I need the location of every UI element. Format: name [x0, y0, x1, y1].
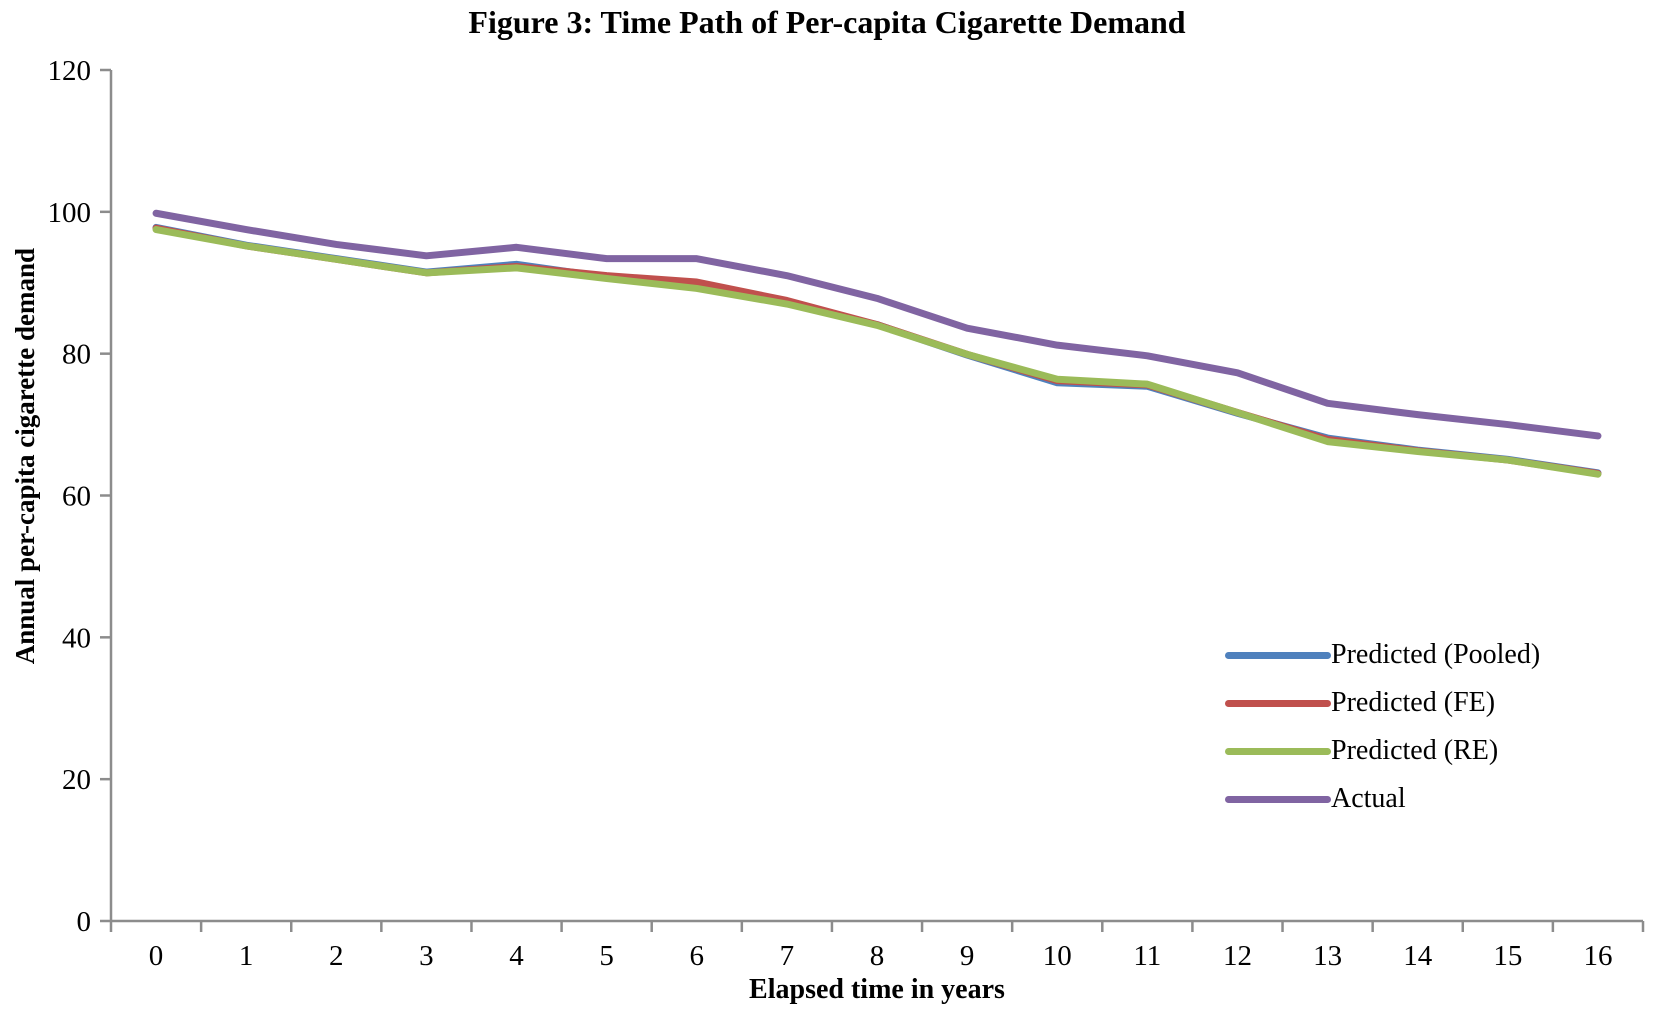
legend-label: Predicted (FE) [1331, 687, 1496, 718]
legend-item-actual: Actual [1225, 775, 1540, 823]
chart-title: Figure 3: Time Path of Per-capita Cigare… [468, 4, 1186, 40]
y-tick-label: 60 [62, 481, 91, 513]
legend-swatch-predicted-pooled [1225, 651, 1331, 659]
y-tick-label: 80 [62, 339, 91, 371]
x-tick-label: 14 [1403, 940, 1433, 972]
legend-label: Actual [1331, 783, 1406, 814]
x-tick-label: 15 [1493, 940, 1522, 972]
x-tick-label: 5 [599, 940, 614, 972]
x-tick-label: 9 [960, 940, 975, 972]
legend-label: Predicted (Pooled) [1331, 639, 1541, 670]
x-tick-label: 11 [1133, 940, 1161, 972]
x-tick-label: 3 [419, 940, 434, 972]
legend: Predicted (Pooled) Predicted (FE) Predic… [1225, 631, 1540, 823]
x-tick-label: 16 [1583, 940, 1612, 972]
legend-item-predicted-re: Predicted (RE) [1225, 727, 1540, 775]
x-tick-label: 6 [690, 940, 705, 972]
y-tick-label: 40 [62, 622, 91, 654]
legend-item-predicted-pooled: Predicted (Pooled) [1225, 631, 1540, 679]
x-tick-label: 13 [1313, 940, 1342, 972]
x-axis-title: Elapsed time in years [749, 974, 1005, 1005]
series-line-predicted-re [152, 226, 1602, 478]
x-tick-label: 4 [509, 940, 524, 972]
y-tick-label: 100 [48, 197, 92, 229]
x-tick-label: 7 [780, 940, 795, 972]
x-tick-label: 1 [239, 940, 254, 972]
legend-swatch-actual [1225, 795, 1331, 803]
legend-item-predicted-fe: Predicted (FE) [1225, 679, 1540, 727]
y-tick-label: 20 [62, 764, 91, 796]
y-tick-label: 0 [77, 906, 92, 938]
x-tick-label: 12 [1223, 940, 1252, 972]
legend-swatch-predicted-fe [1225, 699, 1331, 707]
x-tick-label: 2 [329, 940, 344, 972]
x-tick-label: 10 [1043, 940, 1072, 972]
legend-label: Predicted (RE) [1331, 735, 1499, 766]
x-tick-label: 8 [870, 940, 885, 972]
series-line-actual [152, 209, 1602, 440]
legend-swatch-predicted-re [1225, 747, 1331, 755]
y-tick-label: 120 [48, 55, 92, 87]
x-tick-label: 0 [149, 940, 164, 972]
